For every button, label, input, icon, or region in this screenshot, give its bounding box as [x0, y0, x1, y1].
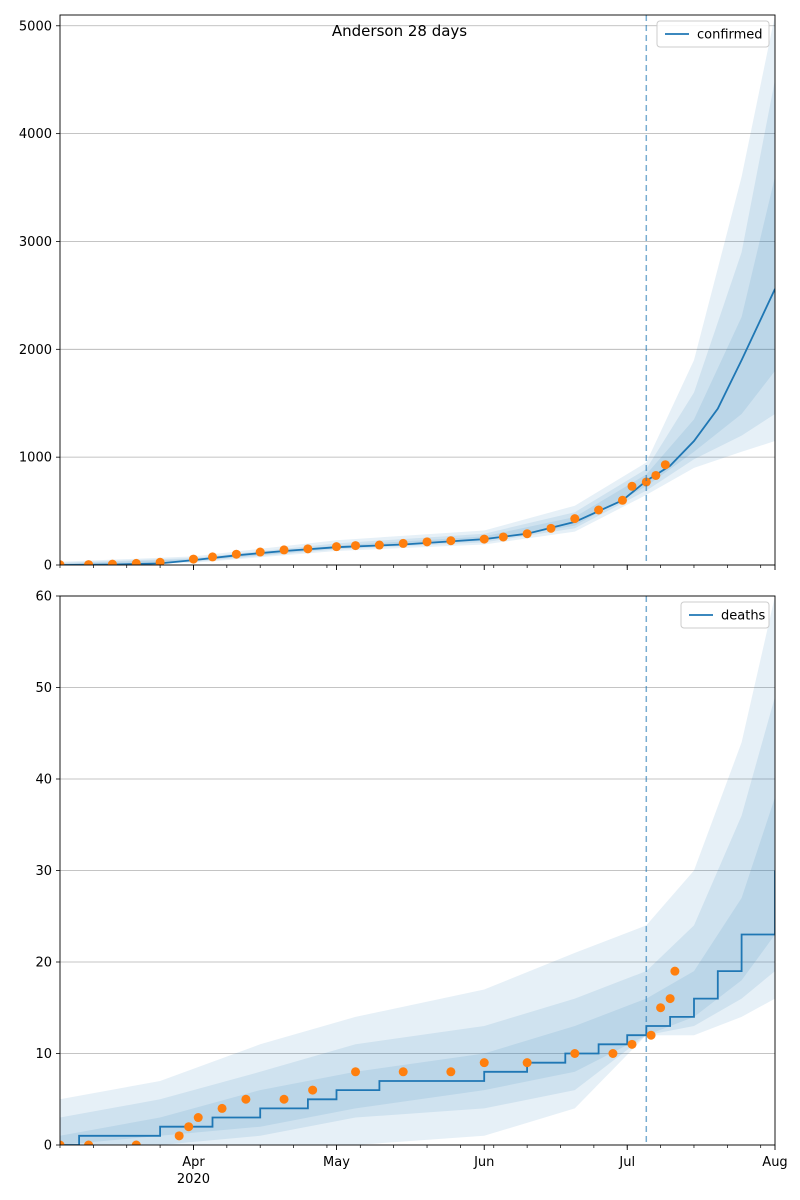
observed-point [594, 505, 604, 515]
observed-point [670, 966, 680, 976]
y-tick-label: 30 [35, 864, 52, 879]
observed-point [498, 532, 508, 542]
confidence-band-0 [60, 15, 775, 565]
confidence-band-2 [60, 797, 775, 1145]
observed-point [84, 560, 94, 565]
observed-point [665, 994, 675, 1004]
observed-point [241, 1094, 251, 1104]
x-tick-label: Jun [473, 1155, 494, 1170]
y-tick-label: 20 [35, 956, 52, 971]
observed-point [131, 1140, 141, 1145]
observed-point [84, 1140, 94, 1145]
legend-label: confirmed [697, 28, 763, 43]
confidence-band-1 [60, 696, 775, 1145]
chart-title: Anderson 28 days [332, 22, 467, 40]
observed-point [60, 560, 65, 565]
observed-point [174, 1131, 184, 1141]
axes-frame [59, 595, 776, 1146]
observed-point [570, 1049, 580, 1058]
observed-point [398, 1067, 408, 1077]
observed-point [331, 542, 341, 552]
observed-point [660, 460, 670, 470]
observed-point [608, 1049, 618, 1058]
y-tick-label: 40 [35, 773, 52, 788]
axes-frame [59, 14, 776, 566]
observed-point [479, 534, 489, 544]
confidence-band-0 [60, 596, 775, 1145]
observed-point [479, 1058, 489, 1068]
observed-point [131, 558, 141, 565]
observed-point [627, 481, 637, 491]
observed-point [308, 1085, 318, 1095]
x-tick-sublabel: 2020 [177, 1172, 210, 1187]
observed-point [522, 529, 532, 539]
observed-point [184, 1122, 194, 1132]
legend-box [680, 601, 770, 629]
observed-point [446, 1067, 456, 1077]
observed-point [617, 495, 627, 505]
x-tick-label: May [323, 1155, 350, 1170]
y-tick-label: 5000 [19, 19, 52, 34]
confidence-band-2 [60, 176, 775, 565]
legend-box [656, 20, 770, 48]
observed-point [351, 1067, 361, 1077]
observed-point [522, 1058, 532, 1068]
y-tick-label: 2000 [19, 343, 52, 358]
observed-point [446, 536, 456, 546]
legend: deaths [680, 601, 770, 629]
observed-point [546, 523, 556, 533]
y-tick-label: 1000 [19, 451, 52, 466]
observed-point [279, 1094, 289, 1104]
y-tick-label: 0 [44, 559, 52, 574]
observed-point [651, 470, 661, 480]
confidence-band-1 [60, 79, 775, 565]
observed-point [656, 1003, 666, 1013]
x-tick-label: Jul [618, 1155, 635, 1170]
observed-point [303, 544, 313, 554]
observed-point [208, 552, 218, 562]
observed-point [641, 477, 651, 487]
observed-point [570, 514, 580, 524]
legend-label: deaths [721, 609, 766, 624]
observed-point [217, 1103, 227, 1113]
chart-panel-1: 0 10 20 30 40 50 60 Apr 2020 May Jun Jul Aug deaths [35, 590, 787, 1188]
observed-point [107, 559, 117, 565]
observed-point [374, 540, 384, 550]
observed-point [351, 541, 361, 551]
observed-point [279, 545, 289, 555]
observed-point [422, 537, 432, 547]
observed-point [193, 1113, 203, 1123]
y-tick-label: 60 [35, 590, 52, 605]
x-tick-label: Aug [762, 1155, 787, 1170]
observed-point [398, 538, 408, 548]
y-tick-label: 3000 [19, 235, 52, 250]
y-tick-label: 0 [44, 1139, 52, 1154]
y-tick-label: 4000 [19, 127, 52, 142]
observed-point [646, 1030, 656, 1040]
observed-point [255, 547, 265, 557]
plot-area [60, 596, 775, 1145]
legend: confirmed [656, 20, 770, 48]
observed-point [188, 554, 198, 564]
plot-area [60, 15, 775, 565]
observed-point [231, 549, 241, 559]
chart-panel-0: 0 1000 2000 3000 4000 5000 Anderson 28 days con… [19, 14, 776, 574]
x-tick-label: Apr [182, 1155, 205, 1170]
observed-point [155, 557, 165, 565]
y-tick-label: 10 [35, 1047, 52, 1062]
y-tick-label: 50 [35, 681, 52, 696]
observed-point [627, 1039, 637, 1049]
observed-point [60, 1140, 65, 1145]
